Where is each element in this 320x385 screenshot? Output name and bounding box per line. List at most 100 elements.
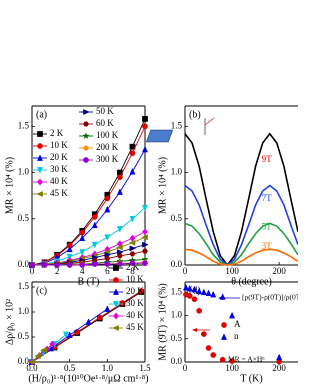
series-label: 3T xyxy=(262,241,273,251)
x-tick-label: 0 xyxy=(183,363,188,373)
legend-marker xyxy=(113,301,119,308)
y-tick-label: 1.0 xyxy=(18,167,30,177)
series-line xyxy=(184,132,298,267)
marker xyxy=(117,253,123,259)
legend-label: 2 K xyxy=(50,128,64,138)
legend-label: 2 K xyxy=(126,262,140,272)
x-tick-label: 100 xyxy=(225,266,239,276)
marker xyxy=(91,241,98,249)
annotation: MR = A×Hⁿ xyxy=(228,355,265,364)
series-line xyxy=(184,222,298,266)
legend-marker xyxy=(83,145,89,151)
series-line xyxy=(32,250,146,266)
x-tick-label: 100 xyxy=(225,363,239,373)
legend-marker xyxy=(221,322,227,328)
series-label: 9T xyxy=(262,154,273,164)
inset-field xyxy=(204,117,215,126)
series-line xyxy=(31,207,146,266)
marker xyxy=(138,288,145,294)
x-tick-label: 0 xyxy=(183,266,188,276)
marker xyxy=(34,353,41,359)
legend-label: 20 K xyxy=(126,286,144,296)
series-line xyxy=(184,184,298,267)
legend-label: n xyxy=(234,331,239,341)
legend-label: 45 K xyxy=(126,322,144,332)
marker xyxy=(104,195,111,202)
x-tick-label: 6 xyxy=(105,266,110,276)
background xyxy=(0,0,298,385)
y-tick-label: 1.5 xyxy=(171,120,183,130)
legend-marker xyxy=(37,154,43,161)
legend-marker xyxy=(37,178,43,186)
panel-label: (a) xyxy=(36,109,47,120)
legend-marker xyxy=(83,109,90,115)
y-tick-label: 1.0 xyxy=(171,310,183,320)
legend-marker xyxy=(83,121,89,127)
x-tick-label: 8 xyxy=(130,266,135,276)
marker xyxy=(91,261,98,267)
marker xyxy=(210,290,217,298)
marker xyxy=(200,331,207,337)
x-tick-label: 0.0 xyxy=(26,363,38,373)
legend-label: 45 K xyxy=(50,188,68,198)
y-axis-title: MR × 10⁴ (%) xyxy=(157,157,168,214)
marker xyxy=(196,287,203,295)
marker xyxy=(79,262,86,268)
y-tick-label: 1.5 xyxy=(18,281,30,291)
marker xyxy=(142,241,149,248)
marker xyxy=(104,261,111,267)
marker xyxy=(119,300,126,306)
legend-label: 30 K xyxy=(50,164,68,174)
legend-marker xyxy=(221,333,227,340)
y-axis-title: MR (9T) × 10⁴ (%) xyxy=(157,283,168,360)
y-tick-label: 0.0 xyxy=(171,259,183,269)
marker xyxy=(200,288,207,296)
marker xyxy=(196,307,202,314)
y-axis-title: MR × 10⁴ (%) xyxy=(4,157,15,214)
y-tick-label: 0.0 xyxy=(171,356,183,366)
legend-label: 50 K xyxy=(96,106,114,116)
crystal xyxy=(145,129,174,143)
legend-label: 100 K xyxy=(96,130,119,140)
marker xyxy=(141,234,148,241)
marker xyxy=(116,188,123,195)
legend-label: A xyxy=(234,319,241,329)
marker xyxy=(40,347,47,353)
marker xyxy=(104,305,111,312)
legend-marker xyxy=(113,265,119,271)
marker xyxy=(142,116,148,122)
marker xyxy=(96,314,103,321)
panel: 0 2 4 6 80.00.51.01.5B (T)MR × 10⁴ (%)(a)2 K… xyxy=(4,105,149,287)
series-line xyxy=(31,126,146,266)
legend-label: 60 K xyxy=(96,118,114,128)
marker xyxy=(91,221,98,229)
marker xyxy=(276,353,283,361)
marker xyxy=(79,229,86,236)
marker xyxy=(205,345,212,351)
y-tick-label: 0.0 xyxy=(18,356,30,366)
marker xyxy=(229,311,236,319)
legend-marker xyxy=(37,143,43,149)
x-tick-label: 1.5 xyxy=(139,363,151,373)
x-tick-label: 200 xyxy=(272,266,286,276)
marker xyxy=(41,262,48,268)
arrow-head xyxy=(218,296,223,300)
panel: 0 100 200 0.0 0.5 1.0 1.5 T (K) MR (9T) × 10⁴ (%… xyxy=(157,281,298,384)
legend-marker xyxy=(113,312,119,320)
marker xyxy=(129,150,136,156)
marker xyxy=(66,331,73,338)
marker xyxy=(142,228,148,236)
marker xyxy=(91,214,98,220)
y-tick-label: 0.5 xyxy=(18,331,30,341)
marker xyxy=(205,289,212,297)
marker xyxy=(210,352,217,358)
legend-marker xyxy=(37,167,43,174)
series-line xyxy=(184,248,298,266)
legend-label: 40 K xyxy=(126,310,144,320)
y-tick-label: 0.5 xyxy=(171,213,183,223)
marker xyxy=(62,331,69,339)
marker xyxy=(191,296,198,303)
legend-label: 300 K xyxy=(96,154,119,164)
legend-marker xyxy=(113,277,119,283)
